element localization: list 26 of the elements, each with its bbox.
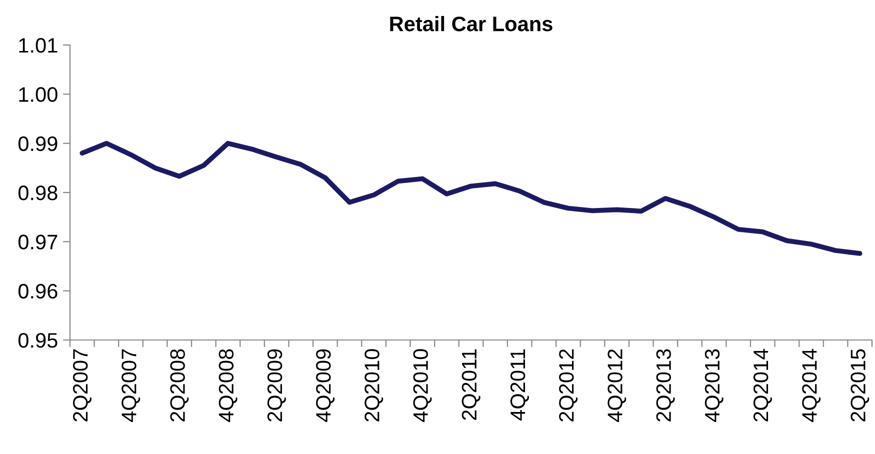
- chart-title: Retail Car Loans: [390, 16, 552, 32]
- x-tick-label: 4Q2008: [218, 349, 238, 422]
- x-tick-label: 2Q2007: [72, 349, 92, 422]
- x-tick-label: 4Q2011: [510, 349, 529, 420]
- x-tick-label: 4Q2007: [122, 349, 140, 422]
- x-tick-label: 4Q2009: [316, 349, 335, 422]
- y-tick-label: 0.95: [18, 333, 58, 348]
- x-tick-label: 4Q2014: [802, 348, 821, 422]
- x-tick-label: 2Q2010: [364, 349, 384, 422]
- y-tick-label: 0.98: [18, 186, 58, 200]
- x-tick-label: 2Q2012: [559, 349, 578, 422]
- x-tick-label: 2Q2015: [850, 349, 870, 422]
- x-tick-label: 2Q2009: [267, 349, 286, 422]
- x-tick-label: 4Q2012: [608, 349, 626, 422]
- x-tick-label: 4Q2010: [413, 349, 432, 422]
- x-tick-label: 2Q2008: [170, 349, 189, 422]
- x-tick-label: 2Q2011: [462, 349, 480, 420]
- y-tick-label: 0.96: [18, 284, 58, 299]
- y-tick-label: 1.01: [19, 38, 58, 53]
- y-tick-label: 0.99: [18, 136, 58, 152]
- x-tick-label: 4Q2013: [704, 349, 724, 422]
- line-series: [80, 140, 862, 256]
- x-tick-label: 2Q2013: [656, 349, 675, 422]
- y-tick-label: 1.00: [19, 87, 58, 102]
- y-tick-label: 0.97: [18, 234, 58, 250]
- x-tick-label: 2Q2014: [753, 348, 772, 422]
